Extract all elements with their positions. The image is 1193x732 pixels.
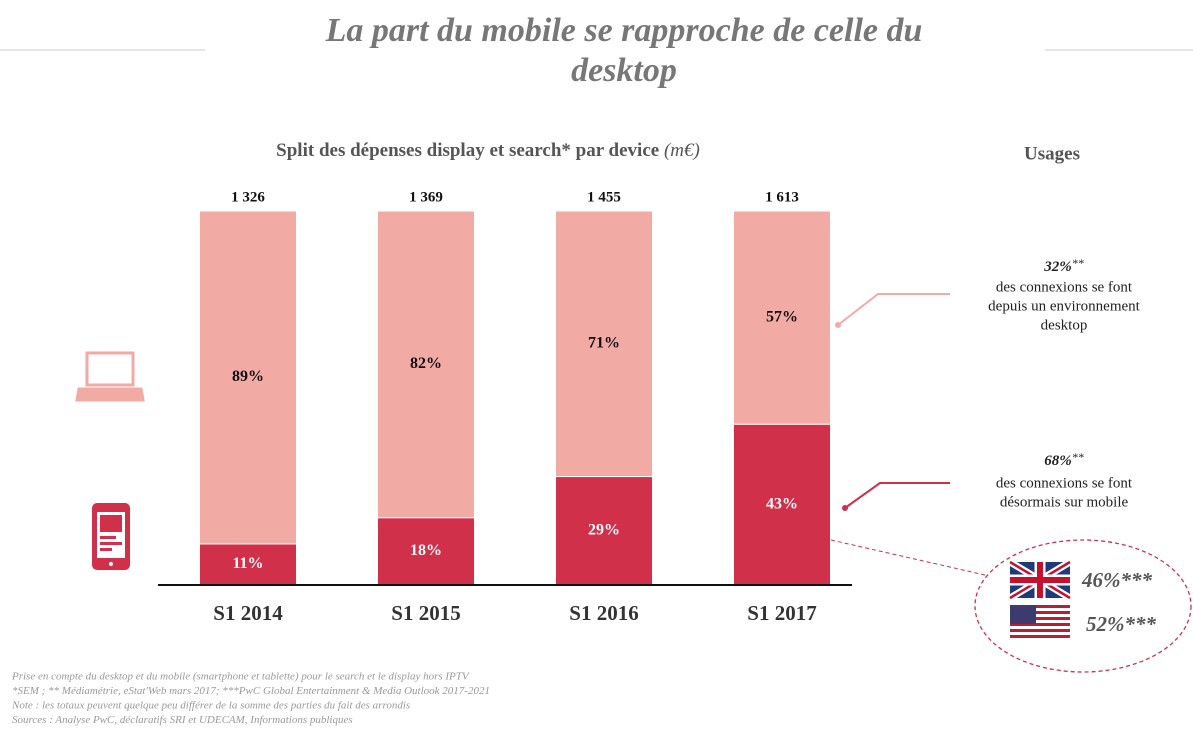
total-label: 1 369 — [409, 189, 443, 205]
footnote: *SEM ; ** Médiamétrie, eStat'Web mars 20… — [12, 685, 490, 697]
bar-segment — [733, 423, 831, 586]
desktop-mark: ** — [1072, 256, 1084, 270]
total-label: 1 326 — [231, 189, 265, 205]
desktop-callout — [835, 293, 950, 328]
bar-label: 43% — [766, 495, 798, 512]
x-tick-label: S1 2017 — [747, 601, 816, 625]
uk-value: 46%*** — [1081, 568, 1153, 592]
desktop-usage-text: des connexions se font — [996, 279, 1133, 295]
desktop-usage-text: desktop — [1041, 317, 1088, 333]
bar-label: 71% — [588, 334, 620, 351]
mobile-usage-text: désormais sur mobile — [1000, 494, 1129, 510]
mobile-mark: ** — [1072, 450, 1084, 464]
x-tick-label: S1 2015 — [391, 601, 460, 625]
bar-label: 18% — [410, 542, 442, 559]
mobile-callout — [842, 482, 950, 511]
mobile-usage-value: 68%** — [1044, 450, 1084, 470]
uk-flag — [1008, 558, 1072, 602]
bar-segment — [199, 543, 297, 586]
bar-label: 11% — [232, 555, 263, 572]
subtitle: Split des dépenses display et search* pa… — [276, 140, 700, 161]
us-pct: 52% — [1086, 612, 1125, 636]
bar-label: 89% — [232, 368, 264, 385]
desktop-pct: 32% — [1043, 259, 1072, 275]
footnote: Prise en compte du desktop et du mobile … — [11, 671, 470, 683]
unit: (m€) — [664, 140, 700, 161]
uk-pct: 46% — [1081, 568, 1121, 592]
bar-label: 29% — [588, 521, 620, 538]
bar-label: 57% — [766, 308, 798, 325]
chart-title: La part du mobile se rapproche de celle … — [325, 12, 923, 89]
footnote: Sources : Analyse PwC, déclaratifs SRI e… — [12, 714, 353, 726]
bar-segment — [555, 210, 653, 478]
title-line: La part du mobile se rapproche de celle … — [325, 12, 923, 49]
footnote: Note : les totaux peuvent quelque peu di… — [11, 700, 410, 712]
bar-segment — [733, 210, 831, 425]
bar-segment — [199, 210, 297, 545]
bar-segment — [377, 517, 475, 586]
x-tick-label: S1 2016 — [569, 601, 638, 625]
us-flag — [1010, 605, 1070, 641]
desktop-usage-value: 32%** — [1043, 256, 1084, 276]
total-label: 1 455 — [587, 189, 621, 205]
mobile-pct: 68% — [1044, 453, 1072, 469]
mobile-usage-text: des connexions se font — [996, 475, 1133, 491]
total-label: 1 613 — [765, 189, 799, 205]
subtitle-text: Split des dépenses display et search* pa… — [276, 140, 659, 161]
laptop-icon — [75, 351, 145, 402]
dashed-connector — [830, 539, 986, 576]
bar-segment — [555, 476, 653, 586]
us-value: 52%*** — [1086, 612, 1157, 636]
phone-icon — [92, 503, 130, 570]
desktop-usage-text: depuis un environnement — [988, 298, 1140, 314]
bar-label: 82% — [410, 355, 442, 372]
us-mark: *** — [1125, 612, 1157, 636]
bar-segment — [377, 210, 475, 519]
usages-title: Usages — [1024, 143, 1080, 164]
title-line: desktop — [571, 52, 677, 89]
x-tick-label: S1 2014 — [213, 601, 283, 625]
country-ellipse — [974, 539, 1192, 673]
uk-mark: *** — [1121, 568, 1153, 592]
